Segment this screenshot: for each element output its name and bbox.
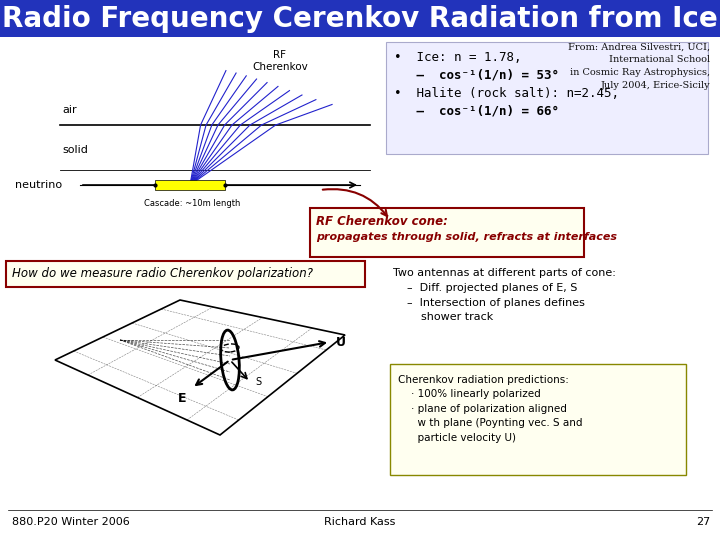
- Text: Cascade: ~10m length: Cascade: ~10m length: [144, 199, 240, 208]
- Text: From: Andrea Silvestri, UCI,
International School
in Cosmic Ray Astrophysics,
Ju: From: Andrea Silvestri, UCI, Internation…: [568, 43, 710, 90]
- Text: S: S: [255, 377, 261, 387]
- Text: –  cos⁻¹(1/n) = 66°: – cos⁻¹(1/n) = 66°: [394, 105, 559, 118]
- Text: propagates through solid, refracts at interfaces: propagates through solid, refracts at in…: [316, 232, 617, 242]
- Text: Richard Kass: Richard Kass: [324, 517, 396, 527]
- Text: •  Halite (rock salt): n=2.45,: • Halite (rock salt): n=2.45,: [394, 87, 619, 100]
- Text: RF
Cherenkov: RF Cherenkov: [252, 50, 308, 72]
- Text: Radio Frequency Cerenkov Radiation from Ice: Radio Frequency Cerenkov Radiation from …: [2, 5, 718, 33]
- FancyBboxPatch shape: [6, 261, 365, 287]
- Text: U: U: [336, 335, 346, 348]
- Text: Two antennas at different parts of cone:
    –  Diff. projected planes of E, S
 : Two antennas at different parts of cone:…: [393, 268, 616, 322]
- FancyBboxPatch shape: [390, 364, 686, 475]
- Text: RF Cherenkov cone:: RF Cherenkov cone:: [316, 215, 448, 228]
- Text: neutrino: neutrino: [15, 180, 62, 190]
- Text: •  Ice: n = 1.78,: • Ice: n = 1.78,: [394, 51, 521, 64]
- Text: air: air: [62, 105, 76, 115]
- Bar: [155, 180, 225, 190]
- FancyBboxPatch shape: [310, 208, 584, 257]
- Text: –  cos⁻¹(1/n) = 53°: – cos⁻¹(1/n) = 53°: [394, 69, 559, 82]
- Text: How do we measure radio Cherenkov polarization?: How do we measure radio Cherenkov polari…: [12, 267, 313, 280]
- Text: Cherenkov radiation predictions:
    · 100% linearly polarized
    · plane of po: Cherenkov radiation predictions: · 100% …: [398, 375, 582, 443]
- Text: E: E: [178, 392, 186, 405]
- Bar: [0, 0, 720, 37]
- FancyBboxPatch shape: [386, 42, 708, 154]
- Text: solid: solid: [62, 145, 88, 155]
- Text: 27: 27: [696, 517, 710, 527]
- Text: 880.P20 Winter 2006: 880.P20 Winter 2006: [12, 517, 130, 527]
